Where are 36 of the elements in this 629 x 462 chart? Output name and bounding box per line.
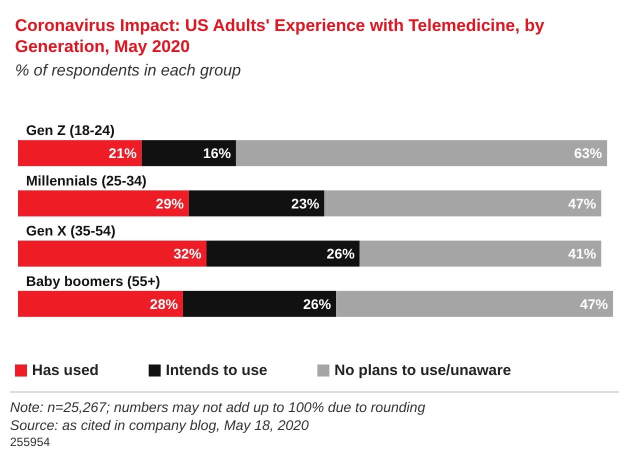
bar — [18, 140, 142, 166]
y-tick-label: Gen X (35-54) — [26, 222, 116, 239]
text: 255954 — [10, 435, 50, 449]
bar — [182, 290, 336, 317]
bar — [206, 240, 360, 267]
y-tick-label: Baby boomers (55+) — [26, 272, 160, 289]
source-note: Source: as cited in company blog, May 18, 2020 — [10, 417, 310, 433]
data-label: 47% — [568, 195, 597, 212]
bar — [18, 290, 183, 317]
bar — [188, 190, 324, 216]
legend-label: No plans to use/unaware — [334, 362, 512, 379]
data-label: 26% — [326, 246, 356, 262]
bar — [18, 190, 189, 216]
data-label: 16% — [202, 145, 232, 162]
text: Note: n=25,267; numbers may not add up to 100% due to rounding — [10, 399, 426, 415]
y-tick-label: Millennials (25-34) — [26, 172, 147, 188]
bar — [360, 240, 602, 267]
bar — [236, 140, 608, 166]
y-tick-label: Gen Z (18-24) — [26, 122, 115, 138]
data-label: 29% — [156, 195, 184, 212]
data-label: 47% — [580, 296, 609, 312]
bar — [336, 290, 613, 317]
data-label: 23% — [291, 195, 320, 212]
data-label: 21% — [108, 145, 138, 162]
bar — [324, 190, 602, 216]
chart-title: Coronavirus Impact: US Adults' Experience with Telemedicine, by Generation, May 2020 — [15, 16, 550, 56]
data-label: 41% — [568, 246, 597, 262]
legend-label: Intends to use — [166, 362, 268, 379]
bar — [142, 140, 236, 166]
chart-subtitle: % of respondents in each group — [15, 62, 242, 80]
bar — [18, 240, 207, 267]
data-label: 63% — [574, 145, 603, 162]
data-label: 26% — [303, 296, 332, 312]
legend-label: Has used — [32, 362, 99, 379]
data-label: 32% — [173, 246, 202, 262]
data-label: 28% — [150, 296, 178, 312]
